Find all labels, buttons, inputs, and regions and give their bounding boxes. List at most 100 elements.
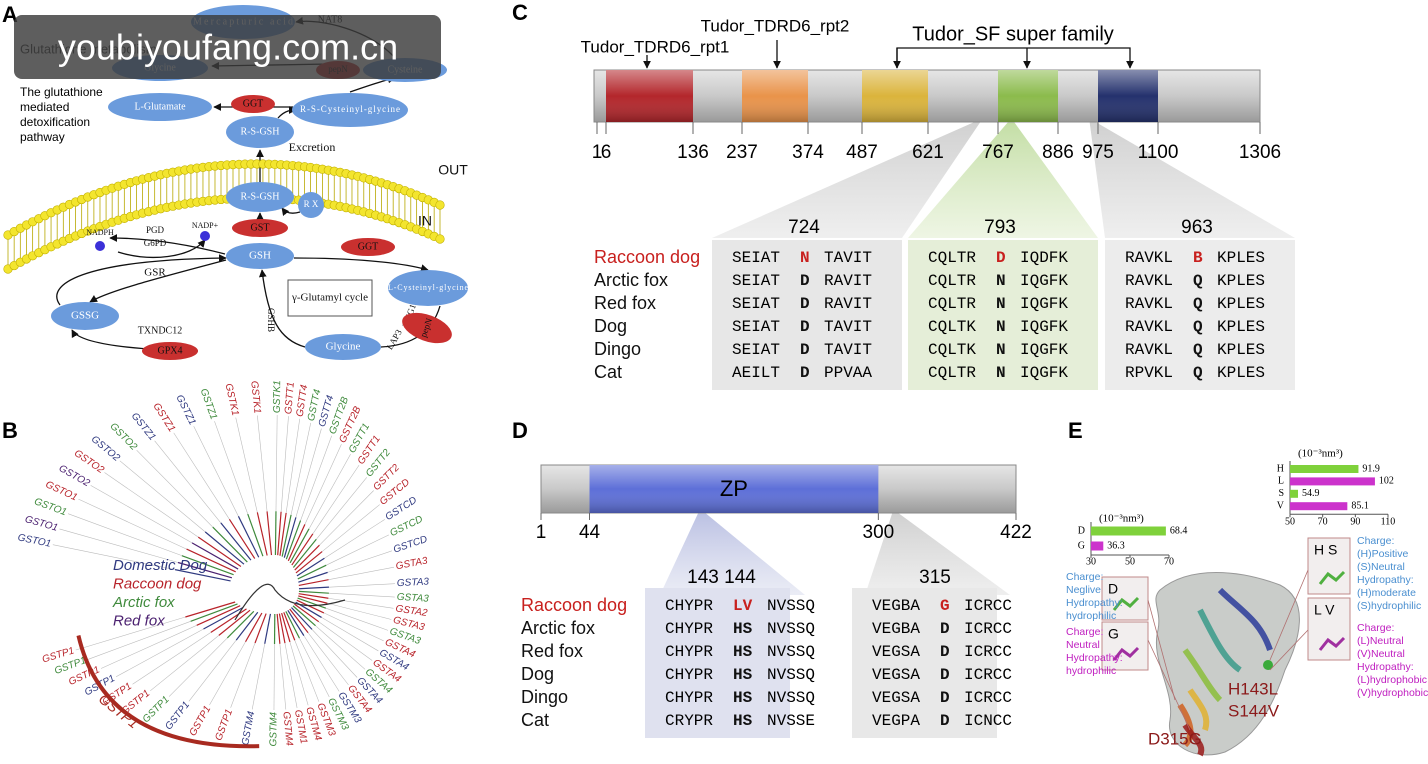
tree-branch xyxy=(300,435,332,521)
tree-branch xyxy=(285,611,300,639)
sequence: SEIAT xyxy=(732,341,780,359)
tree-leaf: GSTP1 xyxy=(213,708,235,743)
legend-entry: Raccoon dog xyxy=(113,575,202,592)
tick-label: 90 xyxy=(1350,516,1360,527)
panel-subtitle: mediated xyxy=(20,100,69,114)
tree-leaf: GSTM4 xyxy=(240,710,257,746)
tree-branch xyxy=(289,528,310,564)
species: Arctic fox xyxy=(594,270,668,290)
tree-branch xyxy=(307,632,349,686)
ribbon xyxy=(1187,688,1210,731)
inset-label: G xyxy=(1108,626,1119,642)
tree-branch xyxy=(328,583,395,588)
tree-branch xyxy=(193,426,239,517)
residue: HS xyxy=(733,643,753,661)
domain-shade xyxy=(998,70,1058,122)
node-label: GSR xyxy=(144,267,166,279)
tree-branch xyxy=(287,609,305,636)
alignment-block xyxy=(645,588,790,738)
inset-box xyxy=(1307,537,1351,595)
sequence: ICRCC xyxy=(964,597,1012,615)
tree-branch xyxy=(52,544,176,570)
tree-branch xyxy=(283,517,297,558)
sequence: KPLES xyxy=(1217,249,1265,267)
sequence: TAVIT xyxy=(824,249,872,267)
species: Dingo xyxy=(594,339,641,359)
sequence: KPLES xyxy=(1217,295,1265,313)
tree-branch xyxy=(298,571,328,583)
mutation-label: S144V xyxy=(1228,701,1280,720)
residue: N xyxy=(996,318,1006,336)
sequence: IQGFK xyxy=(1020,272,1068,290)
position-label: 621 xyxy=(912,142,944,163)
tick-label: 50 xyxy=(1285,516,1295,527)
tree-branch xyxy=(281,612,291,643)
residue: G xyxy=(940,597,950,615)
tree-branch xyxy=(324,519,385,559)
pathway-node xyxy=(388,270,468,306)
sequence: NVSSQ xyxy=(767,689,815,707)
tree-branch xyxy=(256,512,268,556)
tree-branch xyxy=(289,641,309,706)
sequence: RAVIT xyxy=(824,295,872,313)
site-number: 724 xyxy=(788,217,820,238)
tree-branch xyxy=(90,485,193,544)
property-note: Charge: xyxy=(1357,535,1394,547)
sequence: CHYPR xyxy=(665,666,713,684)
inset-box xyxy=(1307,597,1351,661)
tree-leaf: GSTM4 xyxy=(280,711,294,747)
position-label: 422 xyxy=(1000,522,1032,543)
sequence: NVSSE xyxy=(767,712,815,730)
tree-branch xyxy=(254,613,267,644)
tree-branch xyxy=(212,526,248,563)
tree-branch xyxy=(177,561,233,579)
tree-branch xyxy=(210,608,247,633)
domain-shade xyxy=(589,465,879,513)
alignment-block xyxy=(1105,240,1295,390)
inset-residue xyxy=(1318,570,1346,585)
alignment-block xyxy=(908,240,1098,390)
panel-subtitle: detoxification xyxy=(20,115,90,129)
residue: D xyxy=(800,272,810,290)
tree-branch xyxy=(136,449,213,528)
site-number: 315 xyxy=(919,567,951,588)
species: Red fox xyxy=(594,293,656,313)
panel-subtitle: The glutathione xyxy=(20,85,103,99)
sequence: KPLES xyxy=(1217,272,1265,290)
bar xyxy=(1091,526,1166,536)
tree-branch xyxy=(67,513,182,556)
node-label: L-Glutamate xyxy=(134,101,186,112)
tree-branch xyxy=(328,592,395,598)
pathway-node xyxy=(305,334,381,360)
bar xyxy=(1091,541,1104,551)
sequence: IQGFK xyxy=(1020,341,1068,359)
cofactor xyxy=(95,241,105,251)
residue: D xyxy=(800,318,810,336)
node-label: OUT xyxy=(438,162,468,178)
tree-branch xyxy=(290,422,312,515)
pathway-node xyxy=(142,342,198,360)
node-label: L-Cysteinyl-glycine xyxy=(388,283,468,292)
pathway-node xyxy=(232,219,288,237)
tree-trunk xyxy=(234,583,346,621)
tree-leaf: GSTT1 xyxy=(283,382,296,415)
tree-branch xyxy=(185,601,236,618)
bar-value: 36.3 xyxy=(1107,540,1125,551)
residue: D xyxy=(940,712,950,730)
sequence: NVSSQ xyxy=(767,666,815,684)
species: Dingo xyxy=(521,687,568,707)
sequence: RAVKL xyxy=(1125,249,1173,267)
residue: Q xyxy=(1193,341,1203,359)
node-label: GGT xyxy=(358,241,379,252)
domain-shade xyxy=(862,70,928,122)
tree-branch xyxy=(173,432,230,520)
node-label: LAP3 xyxy=(384,327,404,351)
bar xyxy=(1290,465,1359,473)
node-label: GPX4 xyxy=(157,345,182,356)
tree-branch xyxy=(315,625,366,670)
sequence: AEILT xyxy=(732,364,780,382)
tree-branch xyxy=(230,642,256,708)
tree-branch xyxy=(295,428,322,518)
tree-branch xyxy=(226,610,255,639)
property-note: (V)Neutral xyxy=(1357,648,1405,660)
